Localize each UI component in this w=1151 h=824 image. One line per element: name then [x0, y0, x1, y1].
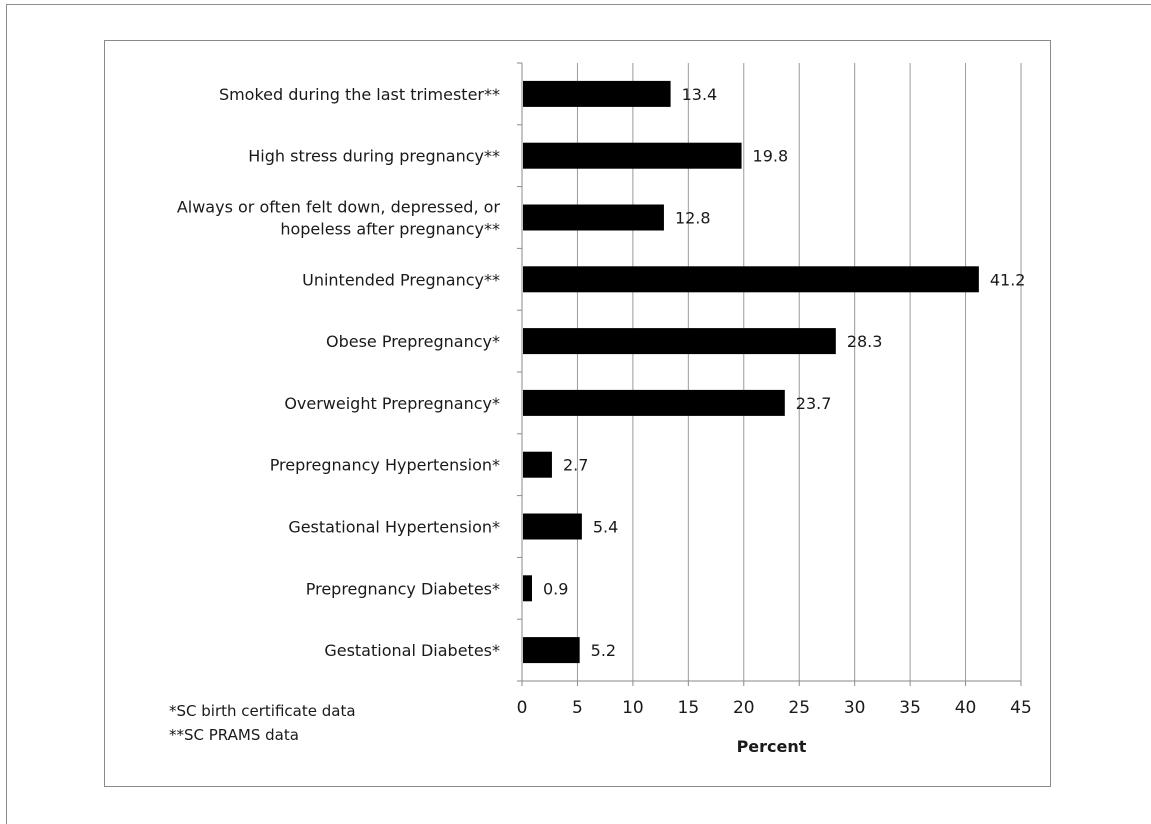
category-label: Overweight Prepregnancy*	[284, 394, 500, 413]
category-label: Always or often felt down, depressed, or…	[177, 198, 501, 239]
category-label: Smoked during the last trimester**	[219, 85, 500, 104]
bar	[523, 266, 979, 293]
bar	[523, 451, 552, 478]
category-label: Gestational Hypertension*	[288, 518, 500, 537]
x-tick-label: 45	[1010, 698, 1032, 718]
footnote-prams: **SC PRAMS data	[169, 726, 299, 744]
data-label: 13.4	[682, 85, 718, 104]
category-label: Unintended Pregnancy**	[302, 270, 500, 289]
x-axis-title: Percent	[737, 737, 807, 756]
bar	[523, 513, 582, 540]
bar	[523, 80, 671, 107]
data-label: 28.3	[847, 332, 883, 351]
category-label: Obese Prepregnancy*	[326, 332, 500, 351]
bar	[523, 328, 836, 355]
category-label: High stress during pregnancy**	[248, 147, 500, 166]
x-tick-label: 30	[844, 698, 866, 718]
data-label: 23.7	[796, 394, 832, 413]
x-tick-label: 40	[955, 698, 977, 718]
bar	[523, 142, 742, 169]
x-tick-label: 25	[788, 698, 810, 718]
category-label: Gestational Diabetes*	[324, 641, 500, 660]
x-tick-label: 10	[622, 698, 644, 718]
data-label: 0.9	[543, 579, 568, 598]
data-label: 12.8	[675, 209, 711, 228]
data-label: 19.8	[753, 147, 789, 166]
bar	[523, 637, 580, 664]
bar	[523, 204, 664, 231]
bar	[523, 575, 532, 602]
footnote-birth-certificate: *SC birth certificate data	[169, 702, 356, 720]
x-tick-label: 15	[678, 698, 700, 718]
data-label: 2.7	[563, 456, 588, 475]
x-tick-label: 20	[733, 698, 755, 718]
data-label: 5.2	[591, 641, 616, 660]
x-tick-label: 5	[572, 698, 583, 718]
x-tick-label: 0	[517, 698, 528, 718]
x-tick-label: 35	[899, 698, 921, 718]
data-label: 41.2	[990, 270, 1026, 289]
bar	[523, 389, 785, 416]
category-label: Prepregnancy Hypertension*	[270, 456, 500, 475]
category-label: Prepregnancy Diabetes*	[306, 579, 500, 598]
page-frame	[6, 4, 1151, 824]
data-label: 5.4	[593, 518, 618, 537]
